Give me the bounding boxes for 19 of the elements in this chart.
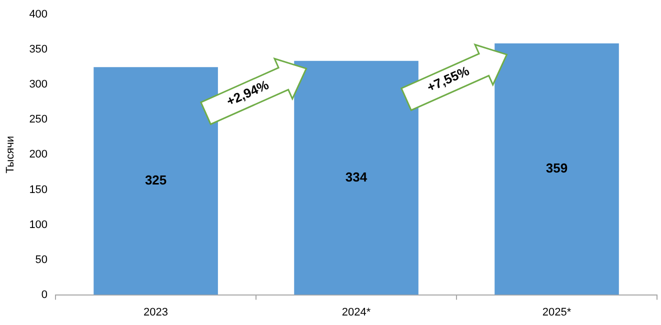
- y-axis-title: Тысячи: [4, 136, 17, 174]
- x-tick-label: 2024*: [342, 306, 372, 318]
- y-tick-label: 300: [29, 78, 48, 91]
- y-tick-label: 350: [29, 44, 48, 56]
- y-tick-label: 150: [29, 184, 48, 196]
- y-tick-label: 100: [29, 218, 48, 231]
- x-tick-label: 2023: [144, 306, 168, 318]
- y-tick-label: 200: [29, 148, 48, 161]
- data-label: 334: [345, 169, 368, 184]
- data-label: 325: [144, 172, 167, 188]
- y-tick-label: 400: [29, 8, 48, 21]
- y-tick-label: 50: [35, 254, 48, 266]
- bar: [94, 67, 218, 295]
- y-tick-label: 0: [41, 288, 48, 301]
- bar: [494, 43, 619, 295]
- x-tick-label: 2025*: [542, 306, 572, 318]
- data-label: 359: [546, 160, 568, 176]
- bar: [294, 60, 418, 295]
- y-tick-label: 250: [29, 114, 48, 126]
